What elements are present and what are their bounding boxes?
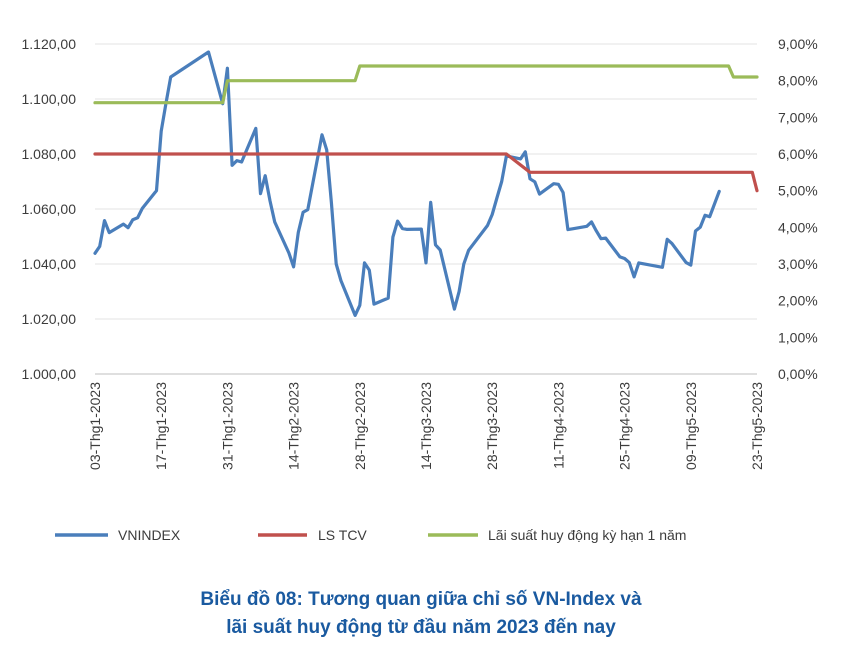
left-tick-label: 1.100,00	[22, 91, 77, 107]
series-line-ls-tcv	[93, 152, 759, 193]
right-tick-label: 0,00%	[778, 366, 818, 382]
right-tick-label: 6,00%	[778, 146, 818, 162]
left-tick-label: 1.120,00	[22, 36, 77, 52]
legend-label: VNINDEX	[118, 527, 181, 543]
series-line-lai-suat-1-nam	[93, 64, 759, 105]
right-axis: 0,00% 1,00% 2,00% 3,00% 4,00% 5,00% 6,00% 7,00%…	[778, 36, 818, 382]
legend-label: Lãi suất huy động kỳ hạn 1 năm	[488, 527, 686, 543]
right-tick-label: 4,00%	[778, 219, 818, 235]
caption-line-2: lãi suất huy động từ đầu năm 2023 đến na…	[226, 617, 616, 638]
x-tick-label: 14-Thg3-2023	[418, 382, 434, 470]
x-tick-label: 14-Thg2-2023	[286, 382, 302, 470]
right-tick-label: 9,00%	[778, 36, 818, 52]
x-tick-label: 31-Thg1-2023	[219, 382, 235, 470]
legend: VNINDEX LS TCV Lãi suất huy động kỳ hạn 1 …	[55, 527, 686, 543]
grid-layer	[95, 43, 757, 375]
right-tick-label: 7,00%	[778, 109, 818, 125]
series-layer	[93, 50, 759, 317]
caption-line-1: Biểu đồ 08: Tương quan giữa chỉ số VN-In…	[200, 589, 642, 610]
x-tick-label: 23-Thg5-2023	[749, 382, 765, 470]
x-tick-label: 28-Thg3-2023	[484, 382, 500, 470]
right-tick-label: 5,00%	[778, 183, 818, 199]
x-tick-label: 09-Thg5-2023	[683, 382, 699, 470]
left-axis: 1.000,00 1.020,00 1.040,00 1.060,00 1.080,00…	[22, 36, 77, 382]
left-tick-label: 1.060,00	[22, 201, 77, 217]
x-tick-label: 25-Thg4-2023	[617, 382, 633, 470]
x-tick-label: 17-Thg1-2023	[153, 382, 169, 470]
left-tick-label: 1.040,00	[22, 256, 77, 272]
chart-caption: Biểu đồ 08: Tương quan giữa chỉ số VN-In…	[0, 586, 842, 642]
x-tick-label: 11-Thg4-2023	[550, 382, 566, 469]
left-tick-label: 1.020,00	[22, 311, 77, 327]
right-tick-label: 2,00%	[778, 293, 818, 309]
legend-label: LS TCV	[318, 527, 367, 543]
series-line-vnindex	[93, 50, 721, 317]
right-tick-label: 8,00%	[778, 73, 818, 89]
left-tick-label: 1.000,00	[22, 366, 77, 382]
right-tick-label: 3,00%	[778, 256, 818, 272]
left-tick-label: 1.080,00	[22, 146, 77, 162]
right-tick-label: 1,00%	[778, 329, 818, 345]
x-tick-label: 03-Thg1-2023	[87, 382, 103, 470]
x-axis: 03-Thg1-2023 17-Thg1-2023 31-Thg1-2023 14-T…	[87, 382, 765, 470]
x-tick-label: 28-Thg2-2023	[352, 382, 368, 470]
